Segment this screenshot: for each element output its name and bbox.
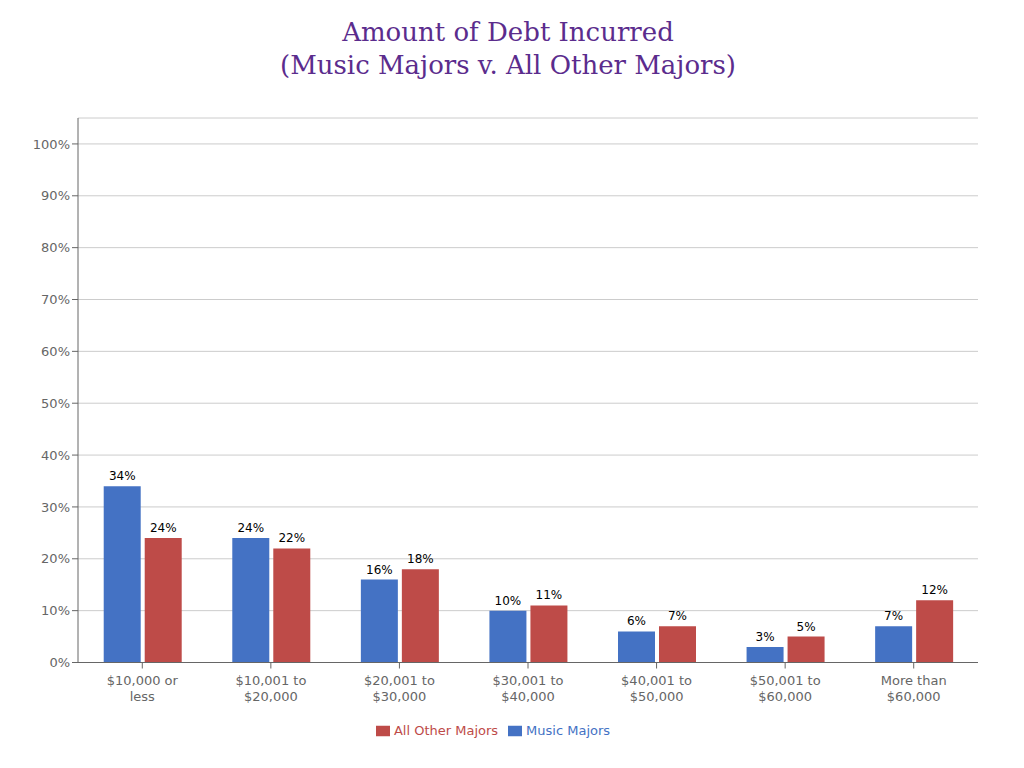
svg-text:90%: 90% bbox=[41, 188, 70, 203]
svg-text:$20,001 to$30,000: $20,001 to$30,000 bbox=[364, 673, 435, 704]
svg-text:$50,001 to$60,000: $50,001 to$60,000 bbox=[750, 673, 821, 704]
svg-text:40%: 40% bbox=[41, 448, 70, 463]
svg-text:5%: 5% bbox=[797, 620, 816, 634]
svg-text:6%: 6% bbox=[627, 614, 646, 628]
html-text:Amount of Debt Incurred (Music: Amount of Debt Incurred (Music Majors v.… bbox=[280, 17, 736, 80]
svg-text:10%: 10% bbox=[495, 594, 522, 608]
svg-text:7%: 7% bbox=[668, 609, 687, 623]
svg-text:24%: 24% bbox=[237, 521, 264, 535]
svg-text:18%: 18% bbox=[407, 552, 434, 566]
svg-text:0%: 0% bbox=[49, 655, 70, 670]
svg-text:30%: 30% bbox=[41, 500, 70, 515]
svg-text:22%: 22% bbox=[278, 531, 305, 545]
svg-text:10%: 10% bbox=[41, 603, 70, 618]
svg-text:$10,001 to$20,000: $10,001 to$20,000 bbox=[235, 673, 306, 704]
svg-text:11%: 11% bbox=[536, 588, 563, 602]
svg-text:More than$60,000: More than$60,000 bbox=[881, 673, 947, 704]
svg-text:7%: 7% bbox=[884, 609, 903, 623]
svg-text:80%: 80% bbox=[41, 240, 70, 255]
svg-text:3%: 3% bbox=[756, 630, 775, 644]
svg-text:20%: 20% bbox=[41, 551, 70, 566]
svg-text:24%: 24% bbox=[150, 521, 177, 535]
html-text:All Other Majors: All Other Majors bbox=[393, 722, 499, 738]
html-text:Music Majors: Music Majors bbox=[526, 722, 611, 738]
svg-text:60%: 60% bbox=[41, 344, 70, 359]
svg-text:12%: 12% bbox=[921, 583, 948, 597]
svg-text:$10,000 orless: $10,000 orless bbox=[107, 673, 179, 704]
svg-text:$30,001 to$40,000: $30,001 to$40,000 bbox=[493, 673, 564, 704]
svg-text:100%: 100% bbox=[33, 137, 70, 152]
svg-text:34%: 34% bbox=[109, 469, 136, 483]
svg-text:16%: 16% bbox=[366, 563, 393, 577]
svg-text:50%: 50% bbox=[41, 396, 70, 411]
svg-text:$40,001 to$50,000: $40,001 to$50,000 bbox=[621, 673, 692, 704]
svg-text:70%: 70% bbox=[41, 292, 70, 307]
